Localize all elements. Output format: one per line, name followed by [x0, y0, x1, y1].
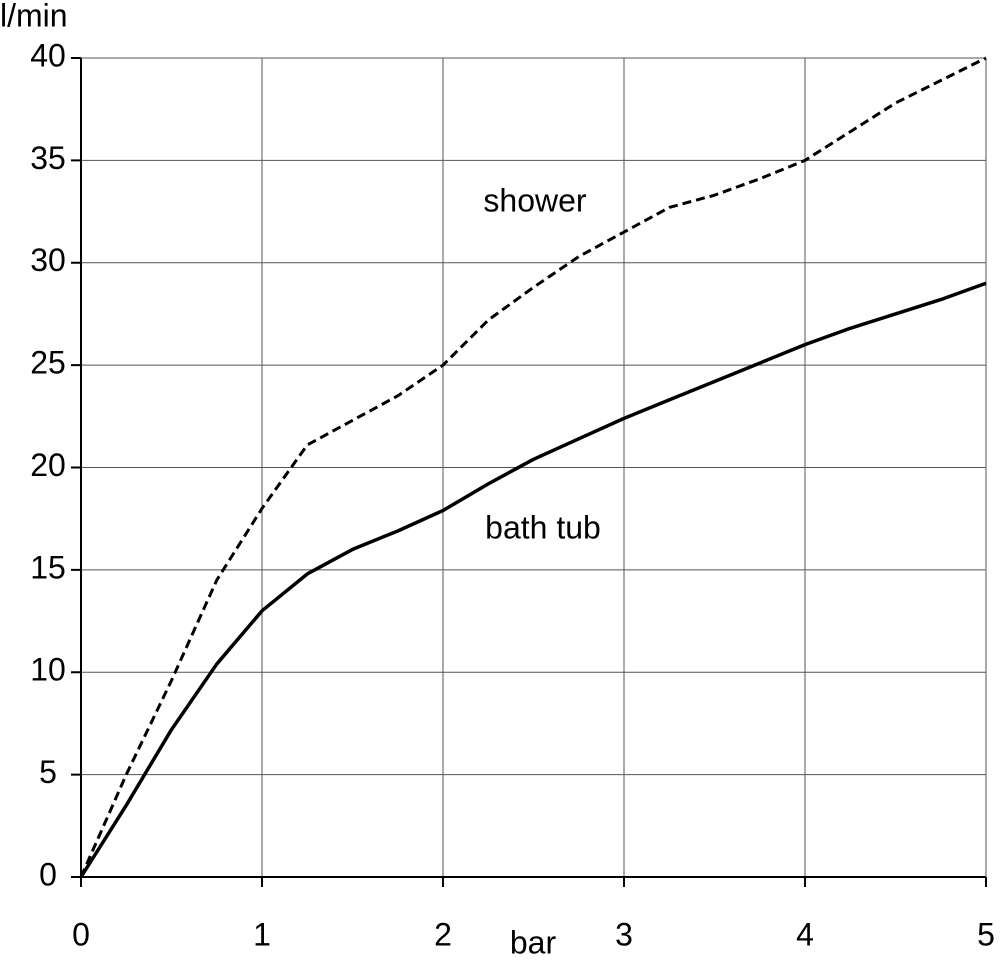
x-tick-label: 0 [72, 916, 90, 952]
series-label: bath tub [485, 509, 601, 545]
x-tick-label: 3 [615, 916, 633, 952]
x-tick-label: 2 [434, 916, 452, 952]
x-tick-label: 4 [796, 916, 814, 952]
y-tick-label: 15 [30, 549, 66, 585]
y-tick-label: 35 [30, 140, 66, 176]
y-tick-label: 25 [30, 345, 66, 381]
data-line [79, 281, 987, 878]
y-tick-label: 40 [30, 37, 66, 73]
y-tick-label: 0 [39, 856, 57, 892]
y-tick-label: 30 [30, 242, 66, 278]
y-tick-label: 20 [30, 447, 66, 483]
x-tick-label: 1 [253, 916, 271, 952]
x-tick-label: 5 [977, 916, 995, 952]
y-tick-label: 5 [39, 754, 57, 790]
x-axis-label: bar [510, 924, 557, 960]
data-line [79, 56, 987, 878]
y-tick-label: 10 [30, 652, 66, 688]
y-axis-label: l/min [0, 0, 68, 33]
series-label: shower [483, 182, 587, 218]
